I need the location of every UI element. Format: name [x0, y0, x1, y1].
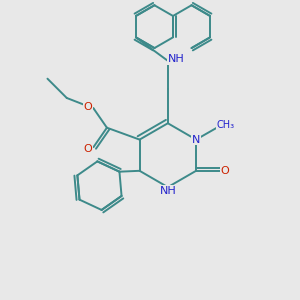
Text: O: O [84, 143, 93, 154]
Text: O: O [84, 102, 93, 112]
Text: NH: NH [160, 186, 176, 196]
Text: N: N [192, 135, 200, 145]
Text: NH: NH [168, 54, 184, 64]
Text: O: O [220, 166, 229, 176]
Text: CH₃: CH₃ [217, 120, 235, 130]
